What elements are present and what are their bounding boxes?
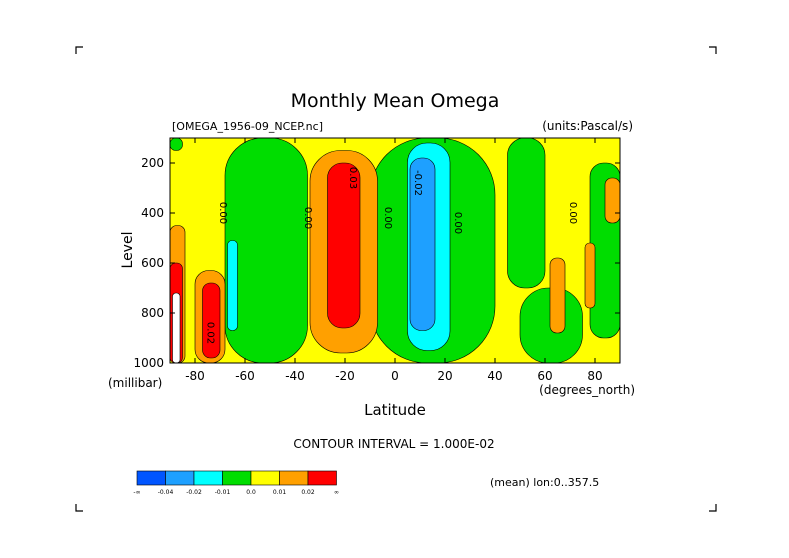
colorbar: -∞ -0.04 -0.02 -0.01 0.0 0.01 0.02 ∞	[133, 470, 339, 496]
colorbar-label: 0.02	[301, 489, 315, 496]
contour-label: 0.02	[205, 322, 216, 344]
x-tick-label: -80	[185, 369, 205, 383]
contour-label: -0.02	[412, 170, 423, 196]
colorbar-label: -∞	[133, 489, 140, 496]
colorbar-label: -0.04	[158, 489, 174, 496]
contour-label: 0.00	[382, 207, 393, 229]
contour-region	[172, 292, 181, 363]
contour-fill-regions	[170, 138, 620, 363]
contour-interval-note: CONTOUR INTERVAL = 1.000E-02	[293, 437, 494, 451]
contour-labels: 0.00 0.00 0.03 0.00 -0.02 0.00 0.00 0.02	[205, 167, 579, 344]
colorbar-label: ∞	[334, 489, 339, 496]
colorbar-swatch	[307, 470, 337, 486]
colorbar-swatch	[279, 470, 309, 486]
x-tick-label: 60	[537, 369, 552, 383]
colorbar-swatch	[165, 470, 195, 486]
contour-region	[604, 177, 620, 224]
contour-label: 0.00	[302, 207, 313, 229]
contour-region	[327, 162, 361, 329]
colorbar-label: 0.0	[246, 489, 256, 496]
contour-region	[202, 282, 221, 359]
x-tick-label: 20	[437, 369, 452, 383]
chart-title: Monthly Mean Omega	[291, 90, 500, 112]
contour-region	[170, 138, 183, 151]
y-tick-label: 400	[141, 206, 164, 220]
y-tick-label: 1000	[133, 356, 164, 370]
y-axis-label: Level	[120, 232, 136, 269]
x-tick-label: 40	[487, 369, 502, 383]
colorbar-label: 0.01	[273, 489, 287, 496]
colorbar-swatch	[250, 470, 280, 486]
y-tick-label: 200	[141, 156, 164, 170]
contour-label: 0.00	[567, 202, 578, 224]
contour-region	[584, 242, 596, 309]
contour-region	[227, 240, 238, 331]
x-axis: -80 -60 -40 -20 0 20 40 60 80	[185, 138, 603, 383]
contour-region	[409, 157, 436, 331]
x-axis-units: (degrees_north)	[539, 383, 635, 397]
contour-label: 0.03	[347, 167, 358, 189]
x-tick-label: -40	[285, 369, 305, 383]
y-axis-units: (millibar)	[108, 376, 162, 390]
mean-note: (mean) lon:0..357.5	[490, 476, 599, 489]
colorbar-swatch	[136, 470, 166, 486]
contour-region	[224, 138, 308, 363]
crop-marks	[75, 46, 717, 512]
colorbar-swatch	[193, 470, 223, 486]
contour-region	[549, 257, 566, 334]
colorbar-label: -0.01	[215, 489, 231, 496]
x-tick-label: -60	[235, 369, 255, 383]
contour-label: 0.00	[452, 212, 463, 234]
y-tick-label: 800	[141, 306, 164, 320]
y-tick-label: 600	[141, 256, 164, 270]
units-label: (units:Pascal/s)	[542, 119, 633, 133]
x-tick-label: 80	[587, 369, 602, 383]
x-tick-label: -20	[335, 369, 355, 383]
y-axis: 200 400 600 800 1000	[133, 156, 620, 370]
dataset-label: [OMEGA_1956-09_NCEP.nc]	[172, 120, 323, 133]
contour-region	[507, 138, 546, 289]
x-tick-label: 0	[391, 369, 399, 383]
colorbar-label: -0.02	[186, 489, 202, 496]
colorbar-swatch	[222, 470, 252, 486]
x-axis-label: Latitude	[364, 401, 426, 419]
contour-label: 0.00	[217, 202, 228, 224]
